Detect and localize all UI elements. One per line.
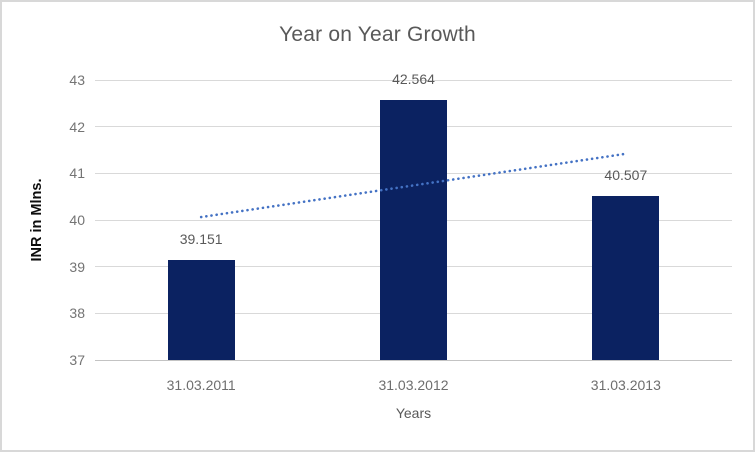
bar-data-label: 40.507 (604, 167, 648, 184)
bar-data-label: 42.564 (392, 71, 435, 88)
y-axis-tick-label: 41 (69, 165, 85, 182)
x-axis-tick-label: 31.03.2012 (378, 377, 449, 393)
y-axis-tick-label: 37 (69, 352, 85, 368)
y-axis-tick-label: 42 (69, 118, 85, 135)
bar (167, 259, 235, 360)
y-axis-tick-label: 38 (69, 305, 85, 322)
y-axis-tick-label: 40 (69, 212, 85, 228)
y-axis-tick-label: 39 (69, 258, 85, 275)
chart-title: Year on Year Growth (279, 23, 476, 46)
x-axis-tick-label: 31.03.2013 (590, 377, 661, 393)
x-axis-title: Years (395, 405, 432, 421)
bar (592, 196, 660, 360)
bar (380, 100, 447, 360)
x-axis-tick-label: 31.03.2011 (166, 377, 236, 393)
gridline (95, 79, 732, 81)
y-axis-tick-label: 43 (69, 72, 85, 88)
bar-data-label: 39.151 (179, 230, 223, 247)
x-axis-line (95, 359, 732, 361)
